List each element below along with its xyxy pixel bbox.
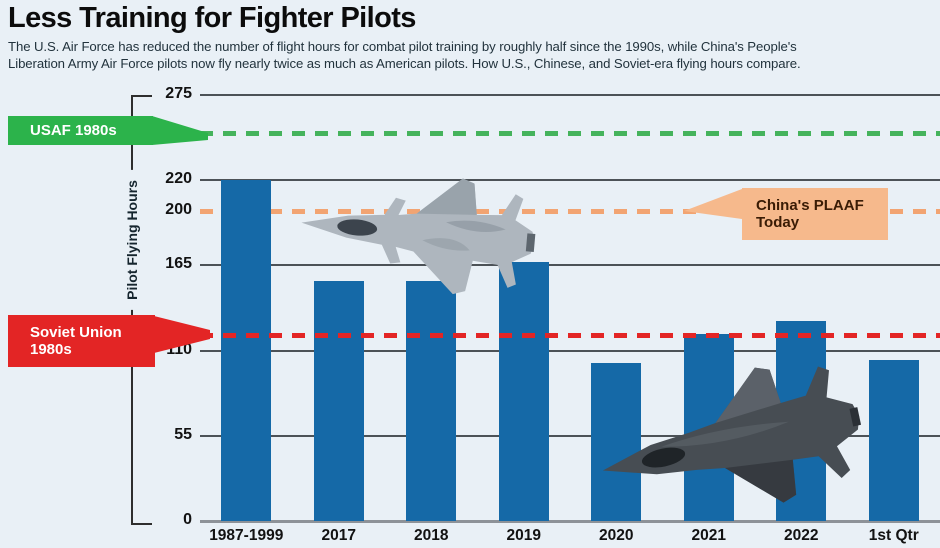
page-title: Less Training for Fighter Pilots xyxy=(8,2,416,34)
china-flag-pointer xyxy=(684,189,742,219)
x-tick-label: 2019 xyxy=(506,527,541,544)
china-flag-label-line1: China's PLAAF xyxy=(756,197,864,214)
usaf-flag-pointer xyxy=(152,116,208,145)
gridline xyxy=(200,434,940,437)
y-tick-label: 200 xyxy=(165,201,192,219)
soviet-flag-label-line2: 1980s xyxy=(30,341,72,358)
reference-line-soviet-union-1980s xyxy=(200,332,940,338)
x-axis-baseline xyxy=(200,519,940,523)
bar-1st-qtr xyxy=(868,359,919,521)
bar-2020 xyxy=(591,362,642,521)
gridline xyxy=(200,349,940,352)
y-axis-top-tick xyxy=(131,95,152,97)
y-tick-label: 275 xyxy=(165,85,192,102)
y-tick-label: 165 xyxy=(165,255,192,273)
x-tick-label: 2018 xyxy=(414,527,449,544)
y-tick-label: 0 xyxy=(183,511,192,528)
usaf-flag: USAF 1980s xyxy=(8,116,153,145)
gridline xyxy=(200,264,940,267)
x-tick-label: 2021 xyxy=(691,527,726,544)
bar-2018 xyxy=(406,280,457,521)
us-jet-image xyxy=(602,366,862,503)
y-axis-bottom-tick xyxy=(131,523,152,525)
chinese-jet-image xyxy=(301,178,536,295)
soviet-flag-label-line1: Soviet Union xyxy=(30,324,122,341)
subtitle-line1: The U.S. Air Force has reduced the numbe… xyxy=(8,39,797,54)
x-tick-label: 1st Qtr xyxy=(868,527,919,544)
soviet-flag-pointer xyxy=(154,316,210,353)
china-flag-label-line2: Today xyxy=(756,214,800,231)
bar-2019 xyxy=(498,262,549,521)
y-tick-label: 55 xyxy=(174,425,192,443)
x-tick-label: 2017 xyxy=(321,527,356,544)
soviet-flag: Soviet Union 1980s xyxy=(8,315,155,367)
bar-2017 xyxy=(313,280,364,521)
bar-1987-1999 xyxy=(221,180,272,521)
x-tick-label: 1987-1999 xyxy=(209,527,284,544)
subtitle-line2: Liberation Army Air Force pilots now fly… xyxy=(8,56,801,71)
x-tick-label: 2022 xyxy=(784,527,819,544)
y-axis-label: Pilot Flying Hours xyxy=(120,170,144,310)
gridline xyxy=(200,94,940,96)
china-flag: China's PLAAF Today xyxy=(742,188,888,240)
y-tick-label: 220 xyxy=(165,170,192,188)
reference-line-usaf-1980s xyxy=(200,131,940,137)
reference-line-china-plaaf-today xyxy=(200,208,940,214)
usaf-flag-label: USAF 1980s xyxy=(30,122,117,139)
y-axis-line xyxy=(131,95,133,525)
gridline xyxy=(200,179,940,182)
x-tick-label: 2020 xyxy=(599,527,634,544)
